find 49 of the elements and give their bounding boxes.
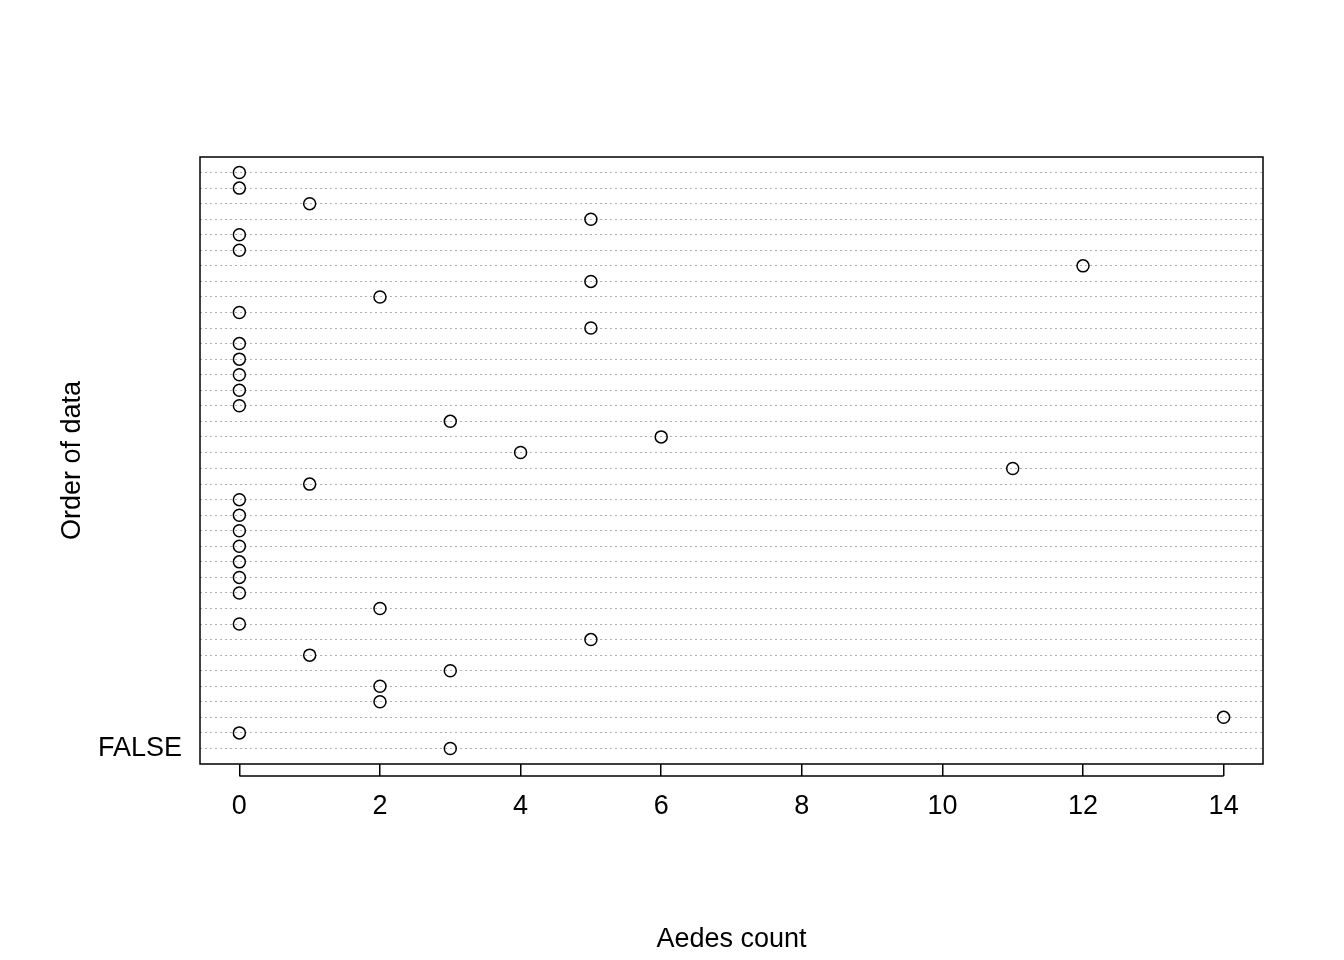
point [584, 274, 598, 289]
point [232, 524, 247, 538]
point [302, 196, 317, 211]
point [373, 695, 387, 709]
point [232, 492, 247, 507]
point [1216, 710, 1231, 725]
point [302, 477, 317, 491]
point [232, 228, 247, 242]
point [232, 352, 247, 366]
point [232, 570, 247, 585]
x-tick-label: 4 [513, 789, 529, 820]
point [232, 726, 247, 740]
point [232, 539, 247, 554]
x-tick-label: 2 [372, 789, 388, 820]
x-tick-label: 0 [231, 789, 247, 820]
point [232, 617, 247, 631]
x-tick-label: 6 [653, 789, 669, 820]
point [232, 336, 247, 351]
point [443, 663, 458, 678]
point [232, 305, 247, 320]
x-tick-label: 14 [1208, 789, 1239, 820]
point [584, 632, 598, 647]
point [232, 165, 247, 180]
point [584, 321, 598, 335]
point [232, 586, 247, 600]
point [232, 399, 247, 413]
point [373, 290, 387, 304]
x-axis-title: Aedes count [656, 923, 808, 954]
point [373, 679, 387, 693]
point [232, 508, 247, 522]
point [232, 367, 247, 382]
point [443, 741, 458, 756]
point [302, 648, 317, 662]
x-tick-label: 10 [927, 789, 958, 820]
point [232, 181, 247, 195]
point [232, 243, 247, 258]
y-axis-title: Order of data [55, 379, 86, 541]
x-tick-label: 8 [794, 789, 810, 820]
point [1005, 461, 1020, 476]
point [443, 414, 458, 429]
point [232, 555, 247, 569]
point [584, 212, 598, 226]
x-tick-label: 12 [1068, 789, 1099, 820]
point [513, 445, 528, 460]
point [654, 430, 668, 444]
point [373, 601, 387, 616]
point [1076, 259, 1090, 273]
point [232, 383, 247, 397]
text: FALSE [97, 731, 182, 762]
